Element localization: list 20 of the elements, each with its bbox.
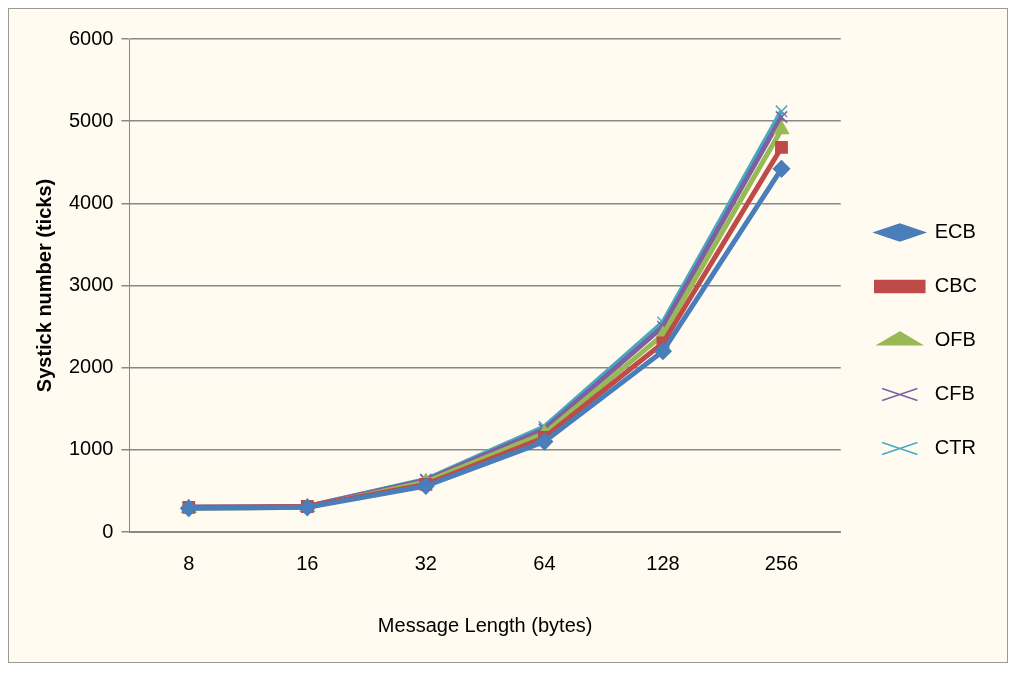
legend-label: CFB bbox=[934, 382, 975, 405]
y-tick-label: 5000 bbox=[68, 108, 114, 131]
x-tick-label: 16 bbox=[296, 551, 319, 574]
y-tick-label: 4000 bbox=[68, 190, 114, 213]
legend-label: CTR bbox=[934, 436, 976, 459]
y-tick-label: 2000 bbox=[68, 355, 114, 378]
y-tick-label: 0 bbox=[102, 519, 114, 542]
legend-label: ECB bbox=[934, 220, 976, 243]
y-axis-title: Systick number (ticks) bbox=[32, 178, 55, 393]
y-tick-label: 1000 bbox=[68, 437, 114, 460]
x-tick-label: 32 bbox=[414, 551, 437, 574]
x-tick-label: 8 bbox=[183, 551, 195, 574]
x-tick-label: 64 bbox=[533, 551, 556, 574]
y-tick-label: 6000 bbox=[68, 26, 114, 49]
x-axis-title: Message Length (bytes) bbox=[377, 613, 593, 636]
x-tick-label: 256 bbox=[764, 551, 799, 574]
legend-label: OFB bbox=[934, 328, 976, 351]
legend-label: CBC bbox=[934, 274, 978, 297]
y-tick-label: 3000 bbox=[68, 273, 114, 296]
x-tick-label: 128 bbox=[646, 551, 680, 574]
